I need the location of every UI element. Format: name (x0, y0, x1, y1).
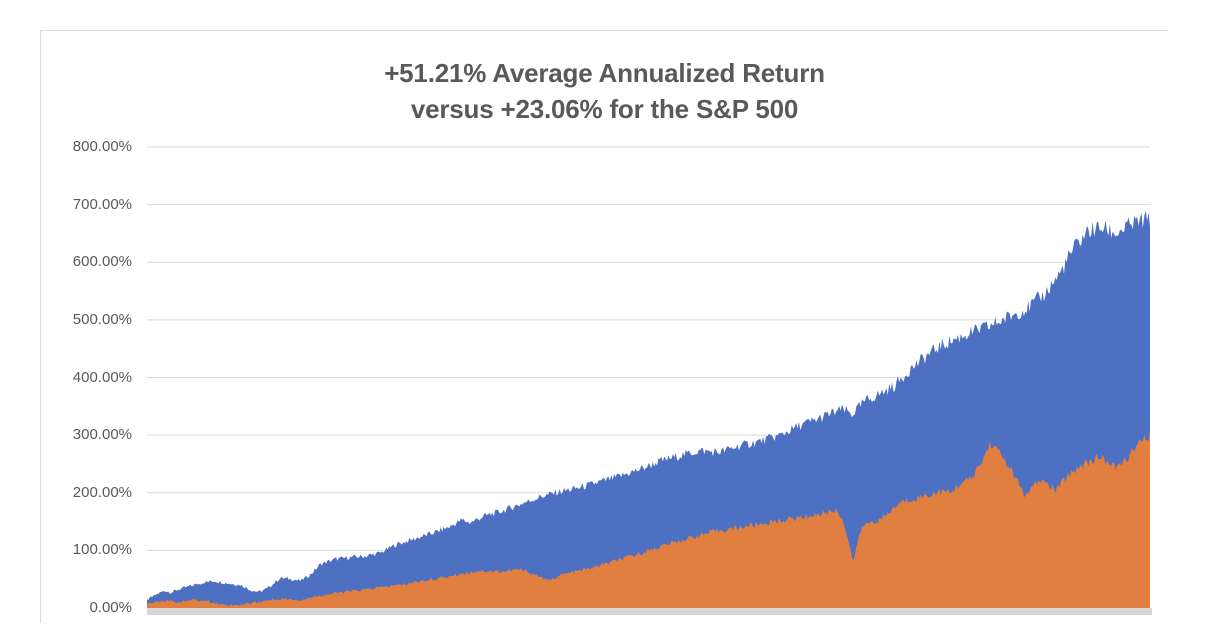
x-axis-band (147, 608, 1152, 615)
y-tick-label: 800.00% (72, 138, 132, 155)
y-tick-label: 400.00% (72, 369, 132, 386)
y-tick-label: 300.00% (72, 426, 132, 443)
area-sp500-series (147, 430, 1150, 608)
chart-title: +51.21% Average Annualized Return versus… (41, 55, 1168, 127)
y-tick-label: 600.00% (72, 253, 132, 270)
chart-title-line2: versus +23.06% for the S&P 500 (410, 94, 799, 124)
y-tick-label: 100.00% (72, 541, 132, 558)
y-tick-label: 0.00% (89, 599, 132, 616)
y-tick-label: 200.00% (72, 484, 132, 501)
y-tick-label: 500.00% (72, 311, 132, 328)
chart-title-line1: +51.21% Average Annualized Return (384, 58, 825, 88)
y-tick-label: 700.00% (72, 196, 132, 213)
